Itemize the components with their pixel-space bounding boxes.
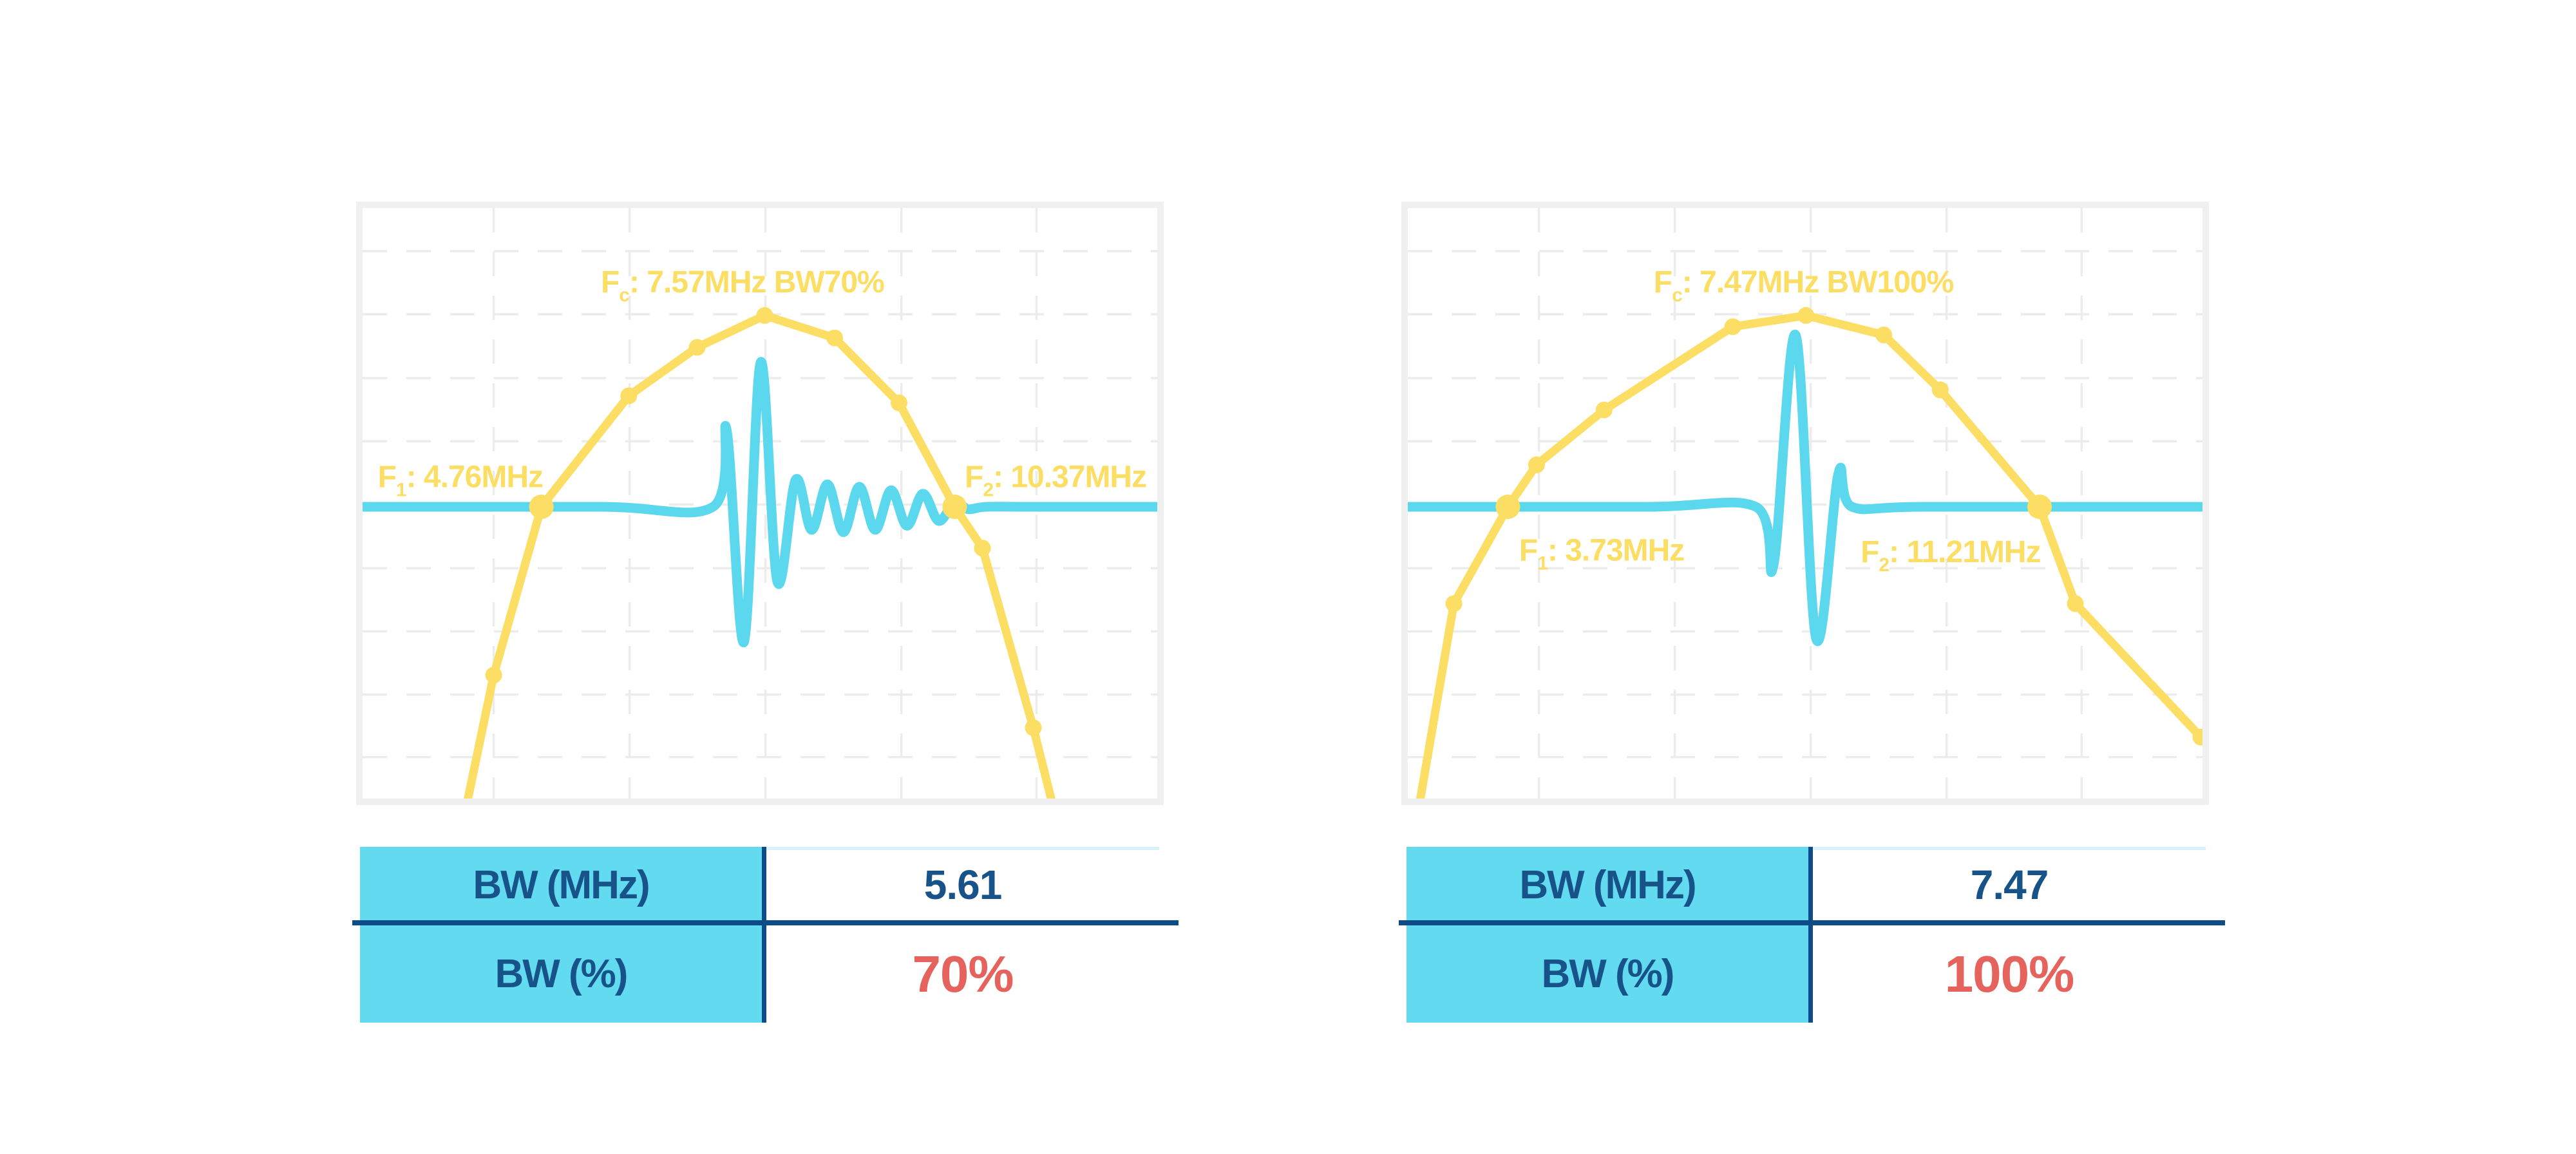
bw-pct-label: BW (%) [495, 952, 629, 996]
spectrum-marker-dot [2067, 595, 2084, 612]
table-row: 70% [766, 925, 1159, 1023]
spectrum-marker-dot [1875, 326, 1893, 344]
spectrum-marker-dot [974, 540, 991, 557]
bw-mhz-value: 5.61 [923, 862, 1003, 908]
table-value highlight-wrap: 100% [1813, 925, 2206, 1023]
bw-pct-label: BW (%) [1541, 952, 1675, 996]
bw-mhz-label: BW (MHz) [473, 862, 650, 907]
chart-panel-left: Fc: 7.57MHz BW70% F1: 4.76MHz F2: 10.37MHz [356, 202, 1164, 805]
bw-table-left: BW (MHz) 5.61 BW (%) 70% [352, 847, 1179, 1023]
pulse-waveform [1408, 330, 2202, 647]
spectrum-marker-dot [1445, 595, 1463, 612]
cutoff-marker-dot [2027, 495, 2052, 520]
table-row-divider [352, 920, 1179, 925]
fc-annotation: Fc: 7.47MHz BW100% [1654, 265, 1954, 306]
spectrum-marker-dot [756, 307, 773, 324]
spectrum-marker-dot [620, 387, 638, 404]
cutoff-marker-dot [1495, 495, 1520, 520]
table-column-divider [762, 847, 766, 1023]
table-row: BW (MHz) [360, 847, 762, 923]
spectrum-curve [1416, 311, 2202, 799]
chart-panel-right: Fc: 7.47MHz BW100% F1: 3.73MHz F2: 11.21MH… [1401, 202, 2209, 805]
f1-annotation: F1: 3.73MHz [1519, 533, 1684, 574]
f1-annotation: F1: 4.76MHz [378, 460, 543, 501]
spectrum-marker-dot [485, 667, 502, 684]
bw-table-right: BW (MHz) 7.47 BW (%) 100% [1399, 847, 2225, 1023]
table-row-divider [1399, 920, 2225, 925]
spectrum-marker-dot [1724, 318, 1741, 336]
spectrum-marker-dot [1931, 381, 1949, 399]
spectrum-curve [464, 311, 1056, 799]
bw-mhz-value: 7.47 [1970, 862, 2049, 908]
table-row: BW (MHz) [1406, 847, 1808, 923]
spectrum-marker-dot [688, 339, 706, 356]
spectrum-marker-dot [890, 394, 907, 411]
bw-pct-value: 100% [1944, 945, 2075, 1003]
f2-annotation: F2: 10.37MHz [965, 460, 1146, 501]
spectrum-marker-dot [1595, 401, 1613, 419]
table-row: BW (%) [360, 925, 762, 1023]
bw-pct-value: 70% [912, 945, 1014, 1003]
bw-mhz-label: BW (MHz) [1519, 862, 1696, 907]
pulse-spectrum-chart-left: Fc: 7.57MHz BW70% F1: 4.76MHz F2: 10.37MHz [363, 208, 1157, 799]
f2-annotation: F2: 11.21MHz [1861, 535, 2040, 576]
fc-annotation: Fc: 7.57MHz BW70% [601, 265, 884, 306]
spectrum-marker-dot [2192, 728, 2202, 746]
pulse-spectrum-chart-right: Fc: 7.47MHz BW100% F1: 3.73MHz F2: 11.21MH… [1408, 208, 2202, 799]
value-column-top-line [1813, 847, 2206, 850]
cutoff-marker-dot [942, 495, 967, 520]
value-column-top-line [766, 847, 1159, 850]
table-header-column [360, 847, 764, 1023]
table-row: 7.47 [1813, 847, 2206, 923]
spectrum-marker-dot [1528, 456, 1545, 473]
spectrum-marker-dot [1797, 307, 1815, 324]
table-row: BW (%) [1406, 925, 1808, 1023]
spectrum-marker-dot [1025, 719, 1042, 736]
pulse-waveform [363, 357, 1157, 647]
spectrum-marker-dot [826, 329, 843, 346]
table-column-divider [1808, 847, 1813, 1023]
table-header-column [1406, 847, 1810, 1023]
cutoff-marker-dot [529, 495, 554, 520]
table-row: 5.61 [766, 847, 1159, 923]
